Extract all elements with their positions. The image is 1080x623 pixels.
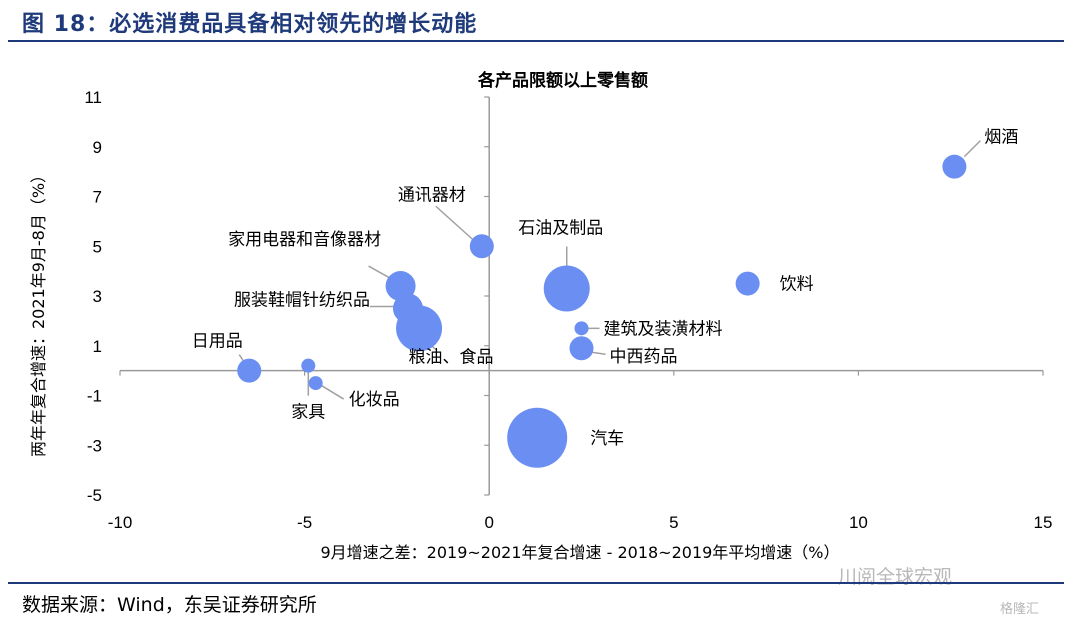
- y-tick-label: 9: [93, 138, 102, 157]
- x-tick-label: 0: [484, 513, 493, 532]
- point-label: 服装鞋帽针纺织品: [234, 290, 370, 310]
- bubble-point: [574, 321, 589, 336]
- leader-line: [963, 140, 981, 158]
- point-label: 通讯器材: [398, 185, 466, 205]
- chart-ticks: -10 -5 0 5 10 15 11 9 7 5 3 1 -1 -3 -5: [84, 88, 1052, 532]
- point-label: 化妆品: [349, 390, 400, 410]
- y-axis-title: 两年年复合增速：2021年9月-8月（%）: [29, 167, 48, 457]
- y-tick-label: -3: [87, 436, 102, 455]
- x-axis-title: 9月增速之差：2019~2021年复合增速 - 2018~2019年平均增速（%…: [320, 543, 839, 562]
- corner-logo: 格隆汇: [1000, 602, 1040, 617]
- chart-bubbles: [237, 154, 967, 468]
- point-label: 家用电器和音像器材: [228, 230, 381, 250]
- scatter-chart: 各产品限额以上零售额 -10 -5 0 5 10 15 11 9 7 5 3 1 -1 -3 -5 烟酒饮料…: [29, 70, 1052, 562]
- point-label: 饮料: [780, 275, 814, 295]
- x-tick-label: 10: [849, 513, 868, 532]
- bubble-point: [469, 234, 494, 259]
- bubble-point: [308, 376, 323, 391]
- bottom-rule: [8, 582, 1064, 584]
- leader-line: [320, 384, 345, 400]
- bubble-point: [942, 154, 967, 179]
- leader-line: [591, 351, 606, 355]
- bubble-point: [507, 407, 568, 468]
- y-tick-label: 5: [93, 237, 102, 256]
- point-label: 家具: [291, 403, 325, 423]
- bubble-point: [735, 271, 760, 296]
- point-label: 粮油、食品: [409, 347, 494, 367]
- point-label: 烟酒: [984, 128, 1018, 148]
- bubble-point: [543, 265, 590, 312]
- bubble-point: [569, 336, 594, 361]
- top-rule: [8, 40, 1064, 42]
- x-tick-label: -10: [108, 513, 133, 532]
- y-tick-label: 7: [93, 188, 102, 207]
- y-tick-label: 3: [93, 287, 102, 306]
- point-label: 建筑及装潢材料: [604, 319, 723, 339]
- leader-line: [435, 205, 477, 243]
- bubble-point: [396, 305, 443, 352]
- y-tick-label: 1: [93, 337, 102, 356]
- bubble-point: [237, 358, 262, 383]
- source-note: 数据来源：Wind，东吴证券研究所: [22, 594, 317, 616]
- y-tick-label: -5: [87, 486, 102, 505]
- x-tick-label: 15: [1034, 513, 1053, 532]
- point-label: 汽车: [590, 429, 624, 449]
- y-tick-label: 11: [84, 88, 102, 107]
- x-tick-label: -5: [297, 513, 312, 532]
- figure-title: 图 18：必选消费品具备相对领先的增长动能: [22, 12, 478, 37]
- point-label: 中西药品: [610, 347, 678, 367]
- x-tick-label: 5: [669, 513, 678, 532]
- point-label: 日用品: [192, 332, 243, 352]
- watermark-text: 川阅全球宏观: [838, 566, 953, 588]
- y-tick-label: -1: [87, 387, 102, 406]
- chart-title: 各产品限额以上零售额: [477, 70, 648, 91]
- point-label: 石油及制品: [518, 219, 603, 239]
- bubble-point: [301, 358, 316, 373]
